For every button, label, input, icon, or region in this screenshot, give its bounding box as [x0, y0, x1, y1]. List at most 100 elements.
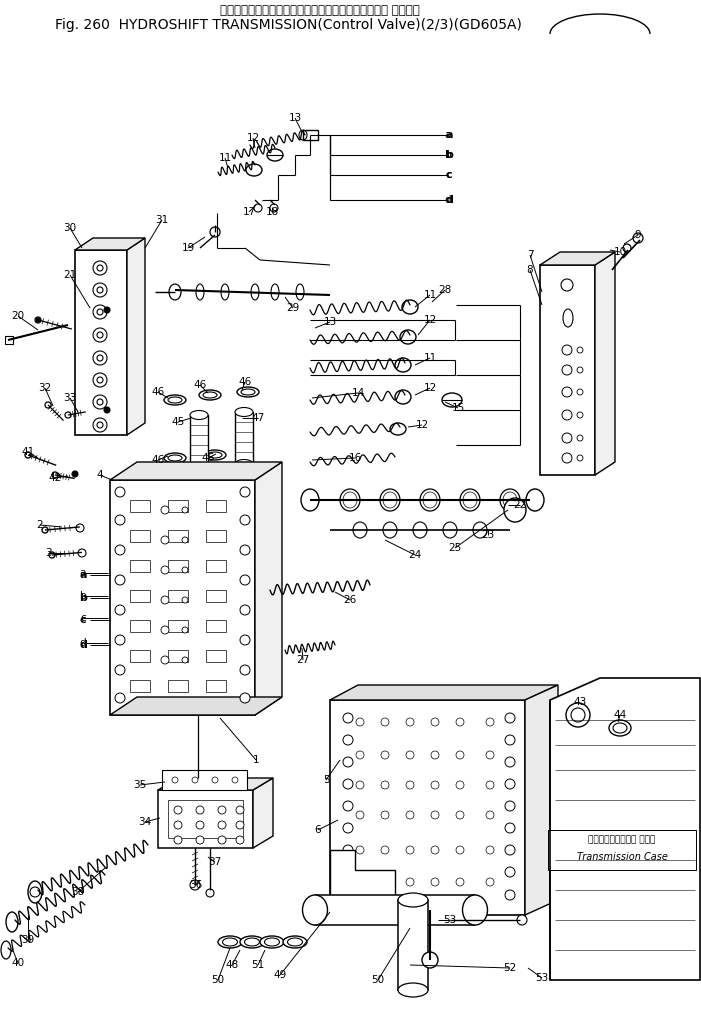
Text: 50: 50	[372, 975, 385, 985]
Circle shape	[486, 846, 494, 854]
Text: 25: 25	[449, 544, 462, 553]
Ellipse shape	[400, 330, 416, 344]
Ellipse shape	[168, 455, 182, 461]
Ellipse shape	[395, 390, 411, 404]
Circle shape	[97, 399, 103, 405]
Text: 49: 49	[273, 970, 287, 980]
Circle shape	[356, 781, 364, 789]
Ellipse shape	[235, 459, 253, 468]
Text: d: d	[79, 640, 87, 650]
Text: 8: 8	[526, 265, 533, 275]
Circle shape	[343, 890, 353, 900]
Text: 36: 36	[189, 880, 203, 890]
Ellipse shape	[199, 390, 221, 400]
Text: 3: 3	[45, 548, 51, 558]
Bar	[168, 560, 188, 572]
Text: 46: 46	[238, 377, 252, 387]
Circle shape	[406, 846, 414, 854]
Circle shape	[161, 536, 169, 544]
Circle shape	[97, 309, 103, 315]
Circle shape	[192, 777, 198, 783]
Ellipse shape	[380, 489, 400, 511]
Bar	[168, 680, 188, 692]
Circle shape	[406, 781, 414, 789]
Ellipse shape	[283, 936, 307, 948]
Ellipse shape	[340, 489, 360, 511]
Circle shape	[218, 836, 226, 844]
Circle shape	[633, 233, 643, 243]
Circle shape	[343, 823, 353, 832]
Ellipse shape	[164, 453, 186, 463]
Circle shape	[571, 708, 585, 722]
Circle shape	[93, 373, 107, 387]
Bar	[206, 650, 226, 662]
Ellipse shape	[503, 492, 517, 508]
Text: 53: 53	[443, 915, 456, 925]
Circle shape	[343, 713, 353, 723]
Ellipse shape	[221, 284, 229, 300]
Circle shape	[174, 836, 182, 844]
Polygon shape	[595, 252, 615, 475]
Circle shape	[562, 410, 572, 420]
Text: 12: 12	[423, 383, 437, 393]
Text: d: d	[445, 195, 453, 205]
Circle shape	[562, 345, 572, 355]
Text: 18: 18	[266, 207, 278, 217]
Ellipse shape	[442, 393, 462, 407]
Ellipse shape	[460, 489, 480, 511]
Ellipse shape	[251, 284, 259, 300]
Circle shape	[431, 718, 439, 726]
Circle shape	[254, 204, 262, 212]
Ellipse shape	[218, 936, 242, 948]
Circle shape	[182, 627, 188, 633]
Text: 12: 12	[423, 315, 437, 325]
Circle shape	[97, 422, 103, 428]
Circle shape	[381, 846, 389, 854]
Circle shape	[196, 821, 204, 829]
Circle shape	[240, 665, 250, 675]
Bar	[75, 250, 127, 435]
Circle shape	[115, 487, 125, 497]
Circle shape	[577, 367, 583, 373]
Text: 26: 26	[343, 595, 357, 605]
Circle shape	[97, 332, 103, 338]
Circle shape	[270, 204, 278, 212]
Circle shape	[486, 781, 494, 789]
Text: 24: 24	[409, 550, 421, 560]
Text: 40: 40	[11, 958, 25, 968]
Circle shape	[456, 781, 464, 789]
Circle shape	[431, 811, 439, 819]
Circle shape	[562, 387, 572, 397]
Circle shape	[240, 487, 250, 497]
Circle shape	[486, 878, 494, 886]
Circle shape	[431, 846, 439, 854]
Bar	[162, 770, 247, 790]
Circle shape	[562, 433, 572, 443]
Circle shape	[218, 806, 226, 814]
Ellipse shape	[246, 164, 262, 176]
Polygon shape	[253, 778, 273, 848]
Text: 32: 32	[39, 383, 52, 393]
Text: a: a	[445, 130, 451, 140]
Text: b: b	[79, 593, 87, 603]
Circle shape	[93, 261, 107, 275]
Ellipse shape	[390, 423, 406, 435]
Text: ハイドロシフト・トランスミッション（コントロール バルブ）: ハイドロシフト・トランスミッション（コントロール バルブ）	[220, 4, 420, 17]
Circle shape	[562, 453, 572, 463]
Bar	[168, 620, 188, 632]
Text: 5: 5	[322, 775, 329, 785]
Circle shape	[190, 880, 200, 890]
Text: 17: 17	[243, 207, 256, 217]
Circle shape	[577, 389, 583, 395]
Bar	[130, 590, 150, 602]
Circle shape	[35, 317, 41, 323]
Bar	[206, 530, 226, 542]
Bar	[130, 560, 150, 572]
Ellipse shape	[271, 284, 279, 300]
Circle shape	[456, 751, 464, 759]
Circle shape	[52, 472, 58, 478]
Circle shape	[212, 777, 218, 783]
Circle shape	[623, 244, 631, 252]
Ellipse shape	[287, 938, 303, 946]
Text: 28: 28	[438, 285, 451, 295]
